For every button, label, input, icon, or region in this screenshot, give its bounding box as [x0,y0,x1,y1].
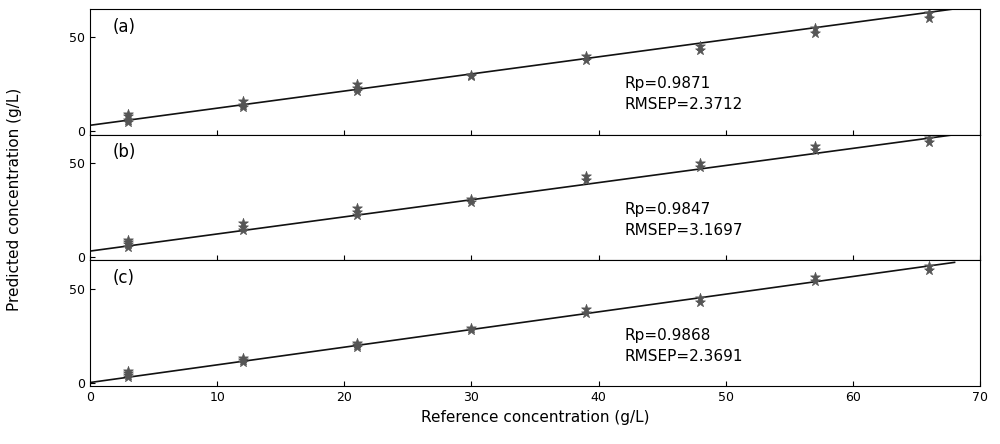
Point [120,236,136,243]
Point [120,368,136,375]
Point [921,262,937,270]
Point [120,369,136,377]
Point [463,71,479,78]
Point [349,204,365,211]
Point [692,163,708,170]
Point [692,43,708,50]
Point [120,118,136,125]
Text: Rp=0.9868
RMSEP=2.3691: Rp=0.9868 RMSEP=2.3691 [624,328,742,364]
Point [235,97,251,104]
Point [463,73,479,80]
Point [692,294,708,301]
Text: (a): (a) [112,18,135,36]
Text: Rp=0.9847
RMSEP=3.1697: Rp=0.9847 RMSEP=3.1697 [624,202,742,238]
Point [120,238,136,245]
Point [120,240,136,247]
Point [807,146,823,153]
Point [349,340,365,347]
Point [235,358,251,365]
Point [349,88,365,95]
Point [235,357,251,364]
Text: (b): (b) [112,143,136,162]
Point [120,112,136,119]
Point [807,24,823,31]
Point [578,52,594,59]
Point [807,143,823,150]
Point [235,227,251,234]
Point [120,111,136,118]
Point [692,159,708,166]
Point [349,343,365,350]
Point [921,15,937,22]
Point [349,212,365,219]
Point [921,9,937,16]
Point [921,139,937,146]
Point [921,135,937,142]
Point [463,326,479,333]
Point [235,103,251,110]
Point [463,199,479,206]
Point [235,355,251,362]
Point [807,30,823,37]
Point [578,172,594,179]
Point [578,176,594,183]
Point [120,373,136,381]
Point [349,341,365,349]
Point [120,116,136,123]
Point [463,195,479,202]
Text: (c): (c) [112,269,134,287]
Point [349,80,365,87]
Point [463,325,479,332]
Point [807,274,823,281]
Point [120,372,136,379]
Point [692,298,708,305]
Point [349,208,365,215]
Point [349,84,365,91]
Point [807,278,823,285]
Point [578,306,594,313]
Point [235,219,251,226]
Point [235,101,251,108]
Point [578,309,594,317]
Point [235,223,251,230]
Text: Rp=0.9871
RMSEP=2.3712: Rp=0.9871 RMSEP=2.3712 [624,76,742,112]
Text: Predicted concentration (g/L): Predicted concentration (g/L) [7,88,23,311]
Point [120,244,136,251]
Point [692,47,708,54]
Point [578,56,594,63]
Point [921,266,937,274]
X-axis label: Reference concentration (g/L): Reference concentration (g/L) [421,410,649,425]
